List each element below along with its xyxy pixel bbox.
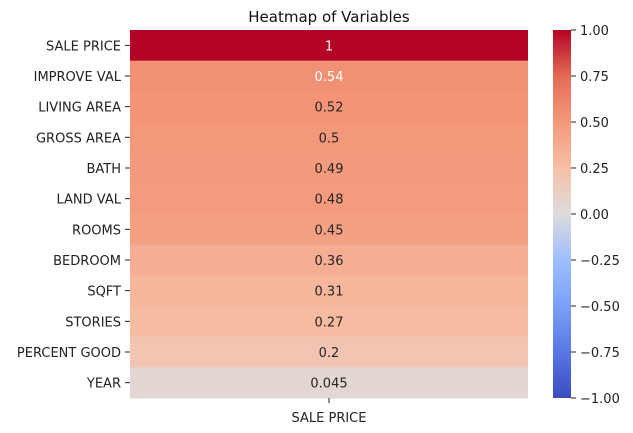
heatmap-cell (130, 275, 528, 307)
heatmap-cell (130, 244, 528, 276)
colorbar (553, 30, 571, 398)
cell-value-label: 0.36 (315, 254, 344, 269)
heatmap-cell (130, 30, 528, 62)
row-tick-label: STORIES (65, 315, 121, 330)
row-tick-label: PERCENT GOOD (17, 346, 121, 361)
row-tick-label: LAND VAL (57, 193, 122, 208)
heatmap-cell (130, 367, 528, 399)
row-labels: SALE PRICE IMPROVE VAL LIVING AREA GROSS AR… (17, 39, 130, 392)
colorbar-ticks: 1.00 0.75 0.50 0.25 0.00 −0.25 −0.50 −0.75 −1.00 (571, 24, 620, 407)
heatmap-cell (130, 336, 528, 368)
row-tick-label: SALE PRICE (46, 39, 121, 54)
heatmap-cell (130, 122, 528, 154)
colorbar-tick-label: 0.75 (580, 70, 609, 85)
cell-value-label: 0.45 (315, 223, 344, 238)
colorbar-tick-label: −1.00 (580, 392, 620, 407)
heatmap-cell (130, 183, 528, 215)
cell-value-label: 0.54 (315, 70, 344, 85)
cell-value-label: 0.27 (315, 315, 344, 330)
colorbar-tick-label: 0.50 (580, 116, 609, 131)
cell-value-label: 0.31 (315, 285, 344, 300)
colorbar-tick-label: 0.25 (580, 162, 609, 177)
row-tick-label: GROSS AREA (36, 131, 121, 146)
colorbar-tick-label: −0.25 (580, 254, 620, 269)
row-tick-label: LIVING AREA (38, 101, 121, 116)
row-tick-label: YEAR (86, 377, 121, 392)
colorbar-tick-label: −0.75 (580, 346, 620, 361)
cell-value-label: 0.49 (315, 162, 344, 177)
cell-value-label: 1 (325, 39, 333, 54)
heatmap-cell (130, 306, 528, 338)
column-tick-label: SALE PRICE (292, 411, 367, 426)
chart-title: Heatmap of Variables (248, 8, 410, 26)
cell-value-label: 0.48 (315, 193, 344, 208)
cell-value-label: 0.045 (310, 377, 347, 392)
heatmap-cells: 1 0.54 0.52 0.5 0.49 0.48 0.45 0.36 0.31 0.27 0.2 0… (130, 30, 528, 399)
heatmap-cell (130, 60, 528, 92)
cell-value-label: 0.52 (315, 101, 344, 116)
row-tick-label: BEDROOM (53, 254, 121, 269)
colorbar-tick-label: −0.50 (580, 300, 620, 315)
colorbar-gradient (553, 30, 571, 398)
heatmap-cell (130, 214, 528, 246)
colorbar-tick-label: 0.00 (580, 208, 609, 223)
row-tick-label: IMPROVE VAL (34, 70, 122, 85)
colorbar-tick-label: 1.00 (580, 24, 609, 39)
cell-value-label: 0.5 (319, 131, 340, 146)
row-tick-label: SQFT (87, 285, 121, 300)
heatmap-cell (130, 152, 528, 184)
heatmap-cell (130, 91, 528, 123)
row-tick-label: ROOMS (72, 223, 121, 238)
cell-value-label: 0.2 (319, 346, 340, 361)
column-labels: SALE PRICE (292, 398, 367, 426)
row-tick-label: BATH (86, 162, 121, 177)
